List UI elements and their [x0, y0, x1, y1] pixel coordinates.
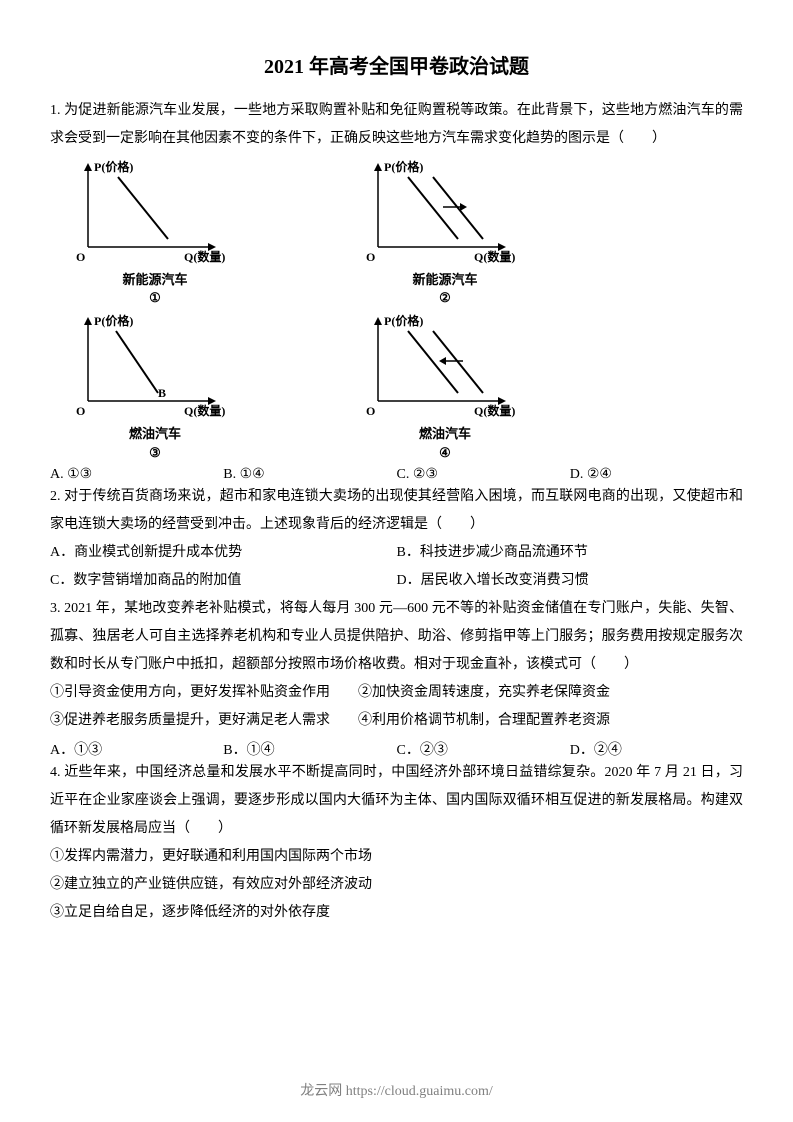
svg-text:O: O: [366, 250, 375, 264]
q3-opt-a: A．①③: [50, 739, 223, 759]
chart-1-caption1: 新能源汽车: [122, 272, 187, 287]
svg-text:P(价格): P(价格): [384, 159, 423, 174]
chart-1-svg: P(价格) Q(数量) O: [70, 159, 240, 269]
q3-line2: ③促进养老服务质量提升，更好满足老人需求 ④利用价格调节机制，合理配置养老资源: [50, 707, 743, 735]
q4-body: 近些年来，中国经济总量和发展水平不断提高同时，中国经济外部环境日益错综复杂。20…: [50, 765, 743, 836]
chart-2-svg: P(价格) Q(数量) O: [360, 159, 530, 269]
q3-options: A．①③ B．①④ C．②③ D．②④: [50, 739, 743, 759]
page-footer: 龙云网 https://cloud.guaimu.com/: [0, 1080, 793, 1100]
q2-opt-c: C．数字营销增加商品的附加值: [50, 567, 397, 595]
q4-text: 4. 近些年来，中国经济总量和发展水平不断提高同时，中国经济外部环境日益错综复杂…: [50, 759, 743, 843]
q2-options: A．商业模式创新提升成本优势 B．科技进步减少商品流通环节 C．数字营销增加商品…: [50, 539, 743, 595]
q4-s2: ②建立独立的产业链供应链，有效应对外部经济波动: [50, 871, 743, 899]
chart-4-caption1: 燃油汽车: [419, 426, 471, 441]
q2-text: 2. 对于传统百货商场来说，超市和家电连锁大卖场的出现使其经营陷入困境，而互联网…: [50, 483, 743, 539]
q1-opt-d: D. ②④: [570, 466, 743, 483]
chart-2-caption2: ②: [439, 290, 451, 305]
q1-text: 1. 为促进新能源汽车业发展，一些地方采取购置补贴和免征购置税等政策。在此背景下…: [50, 97, 743, 153]
q2-opt-b: B．科技进步减少商品流通环节: [397, 539, 744, 567]
q3-opt-c: C．②③: [397, 739, 570, 759]
chart-4-caption2: ④: [439, 445, 451, 460]
q3-opt-d: D．②④: [570, 739, 743, 759]
chart-3: P(价格) Q(数量) O B 燃油汽车 ③: [70, 313, 240, 461]
q1-options: A. ①③ B. ①④ C. ②③ D. ②④: [50, 466, 743, 483]
chart-1-caption2: ①: [149, 290, 161, 305]
svg-text:P(价格): P(价格): [94, 159, 133, 174]
chart-1: P(价格) Q(数量) O 新能源汽车 ①: [70, 159, 240, 307]
svg-text:Q(数量): Q(数量): [474, 403, 515, 418]
q1-opt-b: B. ①④: [223, 466, 396, 483]
svg-text:P(价格): P(价格): [384, 313, 423, 328]
chart-3-caption1: 燃油汽车: [129, 426, 181, 441]
q1-opt-c: C. ②③: [397, 466, 570, 483]
q2-opt-a: A．商业模式创新提升成本优势: [50, 539, 397, 567]
q2-num: 2.: [50, 489, 61, 504]
svg-text:O: O: [76, 250, 85, 264]
chart-2-caption1: 新能源汽车: [412, 272, 477, 287]
q4-s1: ①发挥内需潜力，更好联通和利用国内国际两个市场: [50, 843, 743, 871]
q2-body: 对于传统百货商场来说，超市和家电连锁大卖场的出现使其经营陷入困境，而互联网电商的…: [50, 489, 743, 532]
q3-body: 2021 年，某地改变养老补贴模式，将每人每月 300 元—600 元不等的补贴…: [50, 601, 743, 672]
q3-num: 3.: [50, 601, 61, 616]
svg-text:O: O: [366, 404, 375, 418]
chart-3-caption2: ③: [149, 445, 161, 460]
svg-text:Q(数量): Q(数量): [474, 249, 515, 264]
q1-charts-row2: P(价格) Q(数量) O B 燃油汽车 ③ P(价格) Q(数量) O 燃油汽车 ④: [70, 313, 743, 461]
svg-text:P(价格): P(价格): [94, 313, 133, 328]
q4-s3: ③立足自给自足，逐步降低经济的对外依存度: [50, 899, 743, 927]
q1-opt-a: A. ①③: [50, 466, 223, 483]
page-title: 2021 年高考全国甲卷政治试题: [50, 50, 743, 79]
svg-text:O: O: [76, 404, 85, 418]
chart-3-svg: P(价格) Q(数量) O B: [70, 313, 240, 423]
q3-line1: ①引导资金使用方向，更好发挥补贴资金作用 ②加快资金周转速度，充实养老保障资金: [50, 679, 743, 707]
svg-text:Q(数量): Q(数量): [184, 403, 225, 418]
svg-text:B: B: [158, 386, 166, 400]
q1-body: 为促进新能源汽车业发展，一些地方采取购置补贴和免征购置税等政策。在此背景下，这些…: [50, 103, 743, 146]
q3-text: 3. 2021 年，某地改变养老补贴模式，将每人每月 300 元—600 元不等…: [50, 595, 743, 679]
svg-text:Q(数量): Q(数量): [184, 249, 225, 264]
chart-4-svg: P(价格) Q(数量) O: [360, 313, 530, 423]
chart-4: P(价格) Q(数量) O 燃油汽车 ④: [360, 313, 530, 461]
q4-num: 4.: [50, 765, 61, 780]
q3-opt-b: B．①④: [223, 739, 396, 759]
q1-num: 1.: [50, 103, 61, 118]
q1-charts-row1: P(价格) Q(数量) O 新能源汽车 ① P(价格) Q(数量) O 新能源汽车 ②: [70, 159, 743, 307]
q2-opt-d: D．居民收入增长改变消费习惯: [397, 567, 744, 595]
chart-2: P(价格) Q(数量) O 新能源汽车 ②: [360, 159, 530, 307]
